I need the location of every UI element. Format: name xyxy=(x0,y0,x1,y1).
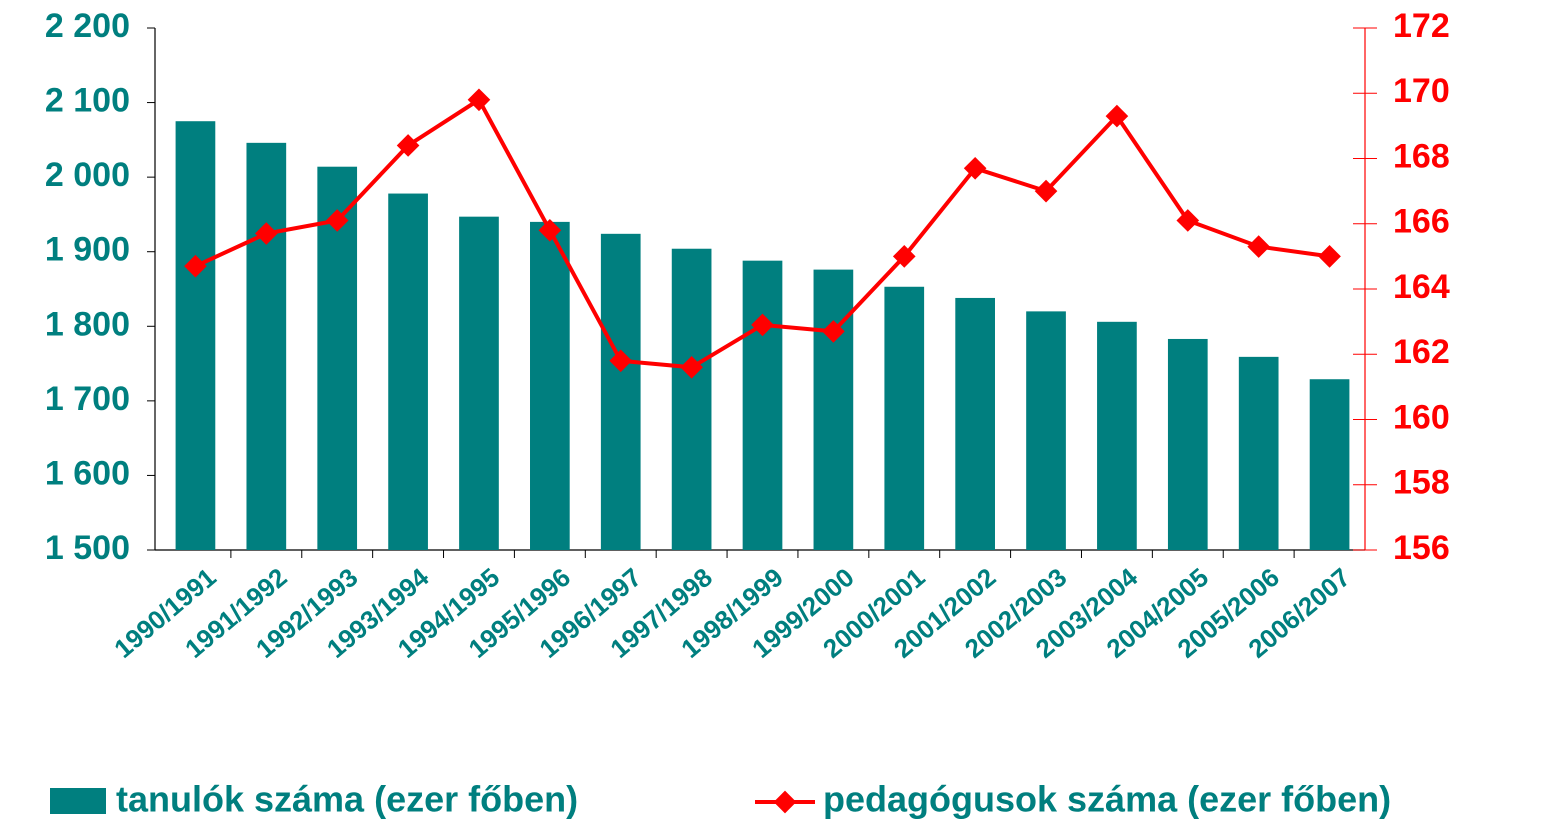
y2-tick-label: 156 xyxy=(1393,529,1450,567)
y-tick-label: 2 200 xyxy=(45,7,130,45)
y2-tick-label: 170 xyxy=(1393,72,1450,110)
bar xyxy=(1238,356,1279,550)
bar xyxy=(246,142,287,550)
y-tick-label: 2 000 xyxy=(45,156,130,194)
bar xyxy=(600,233,641,550)
bar xyxy=(530,221,570,550)
bar xyxy=(671,248,712,550)
legend-swatch xyxy=(50,788,106,814)
bar xyxy=(813,269,854,550)
marker xyxy=(1105,104,1129,128)
y2-tick-label: 158 xyxy=(1393,464,1450,502)
bar xyxy=(1097,321,1137,550)
bar xyxy=(459,216,499,550)
marker xyxy=(609,349,633,373)
marker xyxy=(1176,209,1200,232)
y2-tick-label: 162 xyxy=(1393,333,1450,371)
marker xyxy=(751,313,774,337)
bar xyxy=(175,121,216,550)
marker xyxy=(680,355,703,379)
y-tick-label: 1 600 xyxy=(45,454,130,492)
y-tick-label: 1 500 xyxy=(45,529,130,567)
bar xyxy=(1167,338,1208,550)
legend-label: pedagógusok száma (ezer főben) xyxy=(823,779,1391,820)
bar xyxy=(742,260,783,550)
y2-tick-label: 160 xyxy=(1393,398,1450,436)
y2-tick-label: 166 xyxy=(1393,203,1450,241)
y2-tick-label: 164 xyxy=(1393,268,1450,306)
y-tick-label: 2 100 xyxy=(45,82,130,120)
legend-marker xyxy=(773,790,797,814)
y2-tick-label: 172 xyxy=(1393,7,1450,45)
y-tick-label: 1 800 xyxy=(45,305,130,343)
marker xyxy=(1247,235,1270,258)
bar xyxy=(1309,379,1350,550)
y-tick-label: 1 700 xyxy=(45,380,130,418)
marker xyxy=(822,320,845,343)
bar xyxy=(884,286,925,550)
marker xyxy=(1318,245,1341,268)
bar xyxy=(955,297,995,550)
legend-label: tanulók száma (ezer főben) xyxy=(116,779,578,820)
y2-tick-label: 168 xyxy=(1393,137,1450,175)
y-tick-label: 1 900 xyxy=(45,231,130,269)
bar xyxy=(1026,311,1066,550)
bar xyxy=(388,193,428,550)
marker xyxy=(467,88,491,112)
